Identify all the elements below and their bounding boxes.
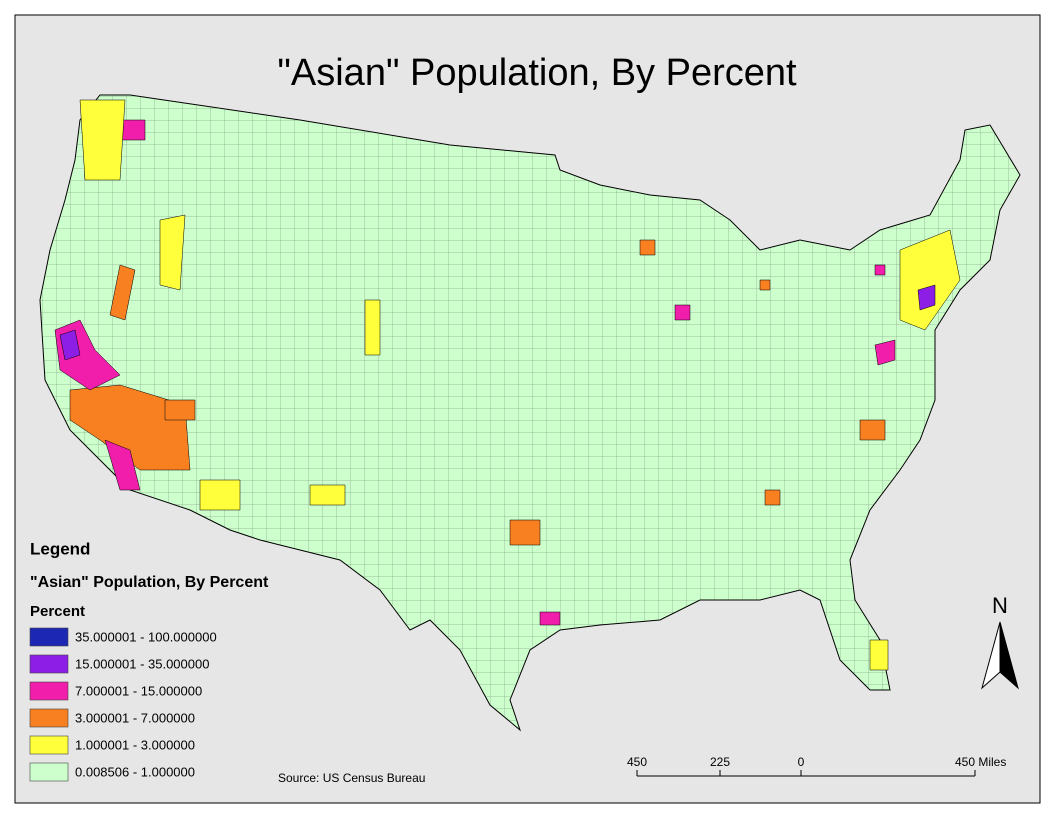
legend-swatch xyxy=(29,627,69,647)
us-map xyxy=(39,94,1021,732)
region-patch xyxy=(899,229,961,331)
scale-label: 225 xyxy=(710,755,730,769)
region-patch xyxy=(69,384,191,471)
region-patch xyxy=(874,339,896,366)
region-patch xyxy=(509,519,541,546)
scale-label: 0 xyxy=(798,755,805,769)
region-patch xyxy=(539,611,561,626)
region-patch xyxy=(639,239,656,256)
north-arrow-right xyxy=(999,621,1019,690)
region-patch xyxy=(874,264,886,276)
region-patch xyxy=(159,214,186,291)
legend-label: 0.008506 - 1.000000 xyxy=(75,764,195,779)
legend-label: 3.000001 - 7.000000 xyxy=(75,710,195,725)
source: Source: US Census Bureau xyxy=(278,771,425,785)
region-patch xyxy=(164,399,196,421)
region-patch xyxy=(79,99,126,181)
north-arrow: N xyxy=(981,593,1019,690)
legend-label: 7.000001 - 15.000000 xyxy=(75,683,202,698)
scale-label: 450 Miles xyxy=(955,755,1006,769)
scale-label: 450 xyxy=(627,755,647,769)
scale-labels: 450 225 0 450 Miles xyxy=(627,755,1006,769)
region-patch xyxy=(917,284,936,311)
region-patch xyxy=(59,329,81,361)
region-patch xyxy=(109,264,136,321)
legend-label: 35.000001 - 100.000000 xyxy=(75,629,217,644)
legend-swatch xyxy=(29,681,69,701)
legend-swatch xyxy=(29,708,69,728)
county-lines xyxy=(40,95,1020,730)
region-patch xyxy=(674,304,691,321)
region-patch xyxy=(859,419,886,441)
legend-label: 15.000001 - 35.000000 xyxy=(75,656,209,671)
legend-field: Percent xyxy=(30,603,85,620)
legend-swatch xyxy=(29,762,69,782)
region-patch xyxy=(759,279,771,291)
region-patch xyxy=(364,299,381,356)
region-patch xyxy=(309,484,346,506)
map-title: "Asian" Population, By Percent xyxy=(277,52,797,94)
region-patch xyxy=(764,489,781,506)
legend-layer: "Asian" Population, By Percent xyxy=(30,574,269,591)
region-patch xyxy=(199,479,241,511)
north-label: N xyxy=(992,593,1008,618)
legend-swatch xyxy=(29,735,69,755)
legend-label: 1.000001 - 3.000000 xyxy=(75,737,195,752)
legend-heading: Legend xyxy=(30,539,90,558)
legend-swatch xyxy=(29,654,69,674)
region-patch xyxy=(104,439,141,491)
legend: Legend "Asian" Population, By Percent Pe… xyxy=(29,539,269,782)
region-patch xyxy=(869,639,889,671)
scale-bar xyxy=(636,770,976,777)
